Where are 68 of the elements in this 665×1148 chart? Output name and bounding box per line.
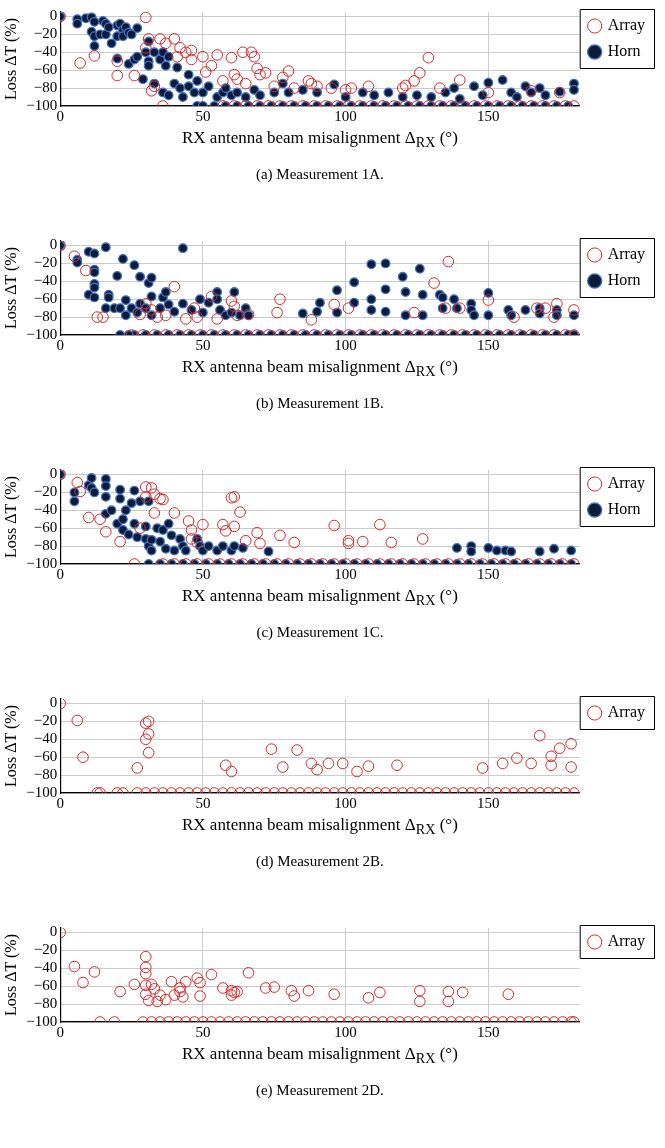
text: (b) Measurement 1B. — [254, 395, 385, 412]
y-tick-label: 0 — [49, 694, 58, 711]
y-tick-label: −40 — [33, 959, 58, 976]
text: (e) Measurement 2D. — [254, 1082, 385, 1099]
x-tick-label: 50 — [195, 794, 211, 811]
y-tick-label: −60 — [33, 290, 58, 307]
y-tick-label: −40 — [33, 272, 58, 289]
y-tick-label: 0 — [49, 236, 58, 253]
y-tick-label: −100 — [26, 554, 58, 571]
x-axis-title: RX antenna beam misalignment Δ$_{RX}$ (°) — [181, 357, 459, 381]
legend-label: Array — [607, 703, 645, 722]
x-tick-label: 100 — [334, 1023, 357, 1040]
y-tick-label: −80 — [33, 766, 58, 783]
y-tick-label: −80 — [33, 537, 58, 554]
text: (d) Measurement 2B. — [254, 853, 385, 870]
y-tick-label: −60 — [33, 519, 58, 536]
x-tick-label: 150 — [477, 565, 500, 582]
y-tick-label: −100 — [26, 1012, 58, 1029]
y-tick-label: −20 — [33, 941, 58, 958]
x-axis-title: RX antenna beam misalignment Δ$_{RX}$ (°) — [181, 1044, 459, 1068]
x-tick-label: 50 — [195, 336, 211, 353]
y-tick-label: −20 — [33, 712, 58, 729]
legend-label: Horn — [607, 42, 641, 60]
x-axis-title: RX antenna beam misalignment Δ$_{RX}$ (°) — [181, 128, 459, 152]
x-tick-label: 50 — [195, 107, 211, 124]
legend-label: Array — [607, 245, 645, 264]
y-tick-label: −40 — [33, 501, 58, 518]
y-tick-label: −20 — [33, 25, 58, 42]
x-tick-label: 150 — [477, 794, 500, 811]
y-tick-label: −80 — [33, 79, 58, 96]
legend-label: Horn — [607, 271, 641, 289]
y-tick-label: −40 — [33, 730, 58, 747]
y-tick-label: −40 — [33, 43, 58, 60]
y-axis-title: Loss ΔT (%) — [1, 247, 20, 329]
x-tick-label: 100 — [334, 107, 357, 124]
x-axis-title: RX antenna beam misalignment Δ$_{RX}$ (°) — [181, 586, 459, 610]
x-tick-label: 100 — [334, 794, 357, 811]
text: (a) Measurement 1A. — [254, 166, 385, 183]
y-tick-label: −20 — [33, 483, 58, 500]
x-tick-label: 100 — [334, 565, 357, 582]
y-tick-label: −60 — [33, 61, 58, 78]
legend-label: Horn — [607, 500, 641, 518]
x-tick-label: 100 — [334, 336, 357, 353]
y-tick-label: −60 — [33, 977, 58, 994]
y-axis-title: Loss ΔT (%) — [1, 705, 20, 787]
y-tick-label: −80 — [33, 308, 58, 325]
y-axis-title: Loss ΔT (%) — [1, 476, 20, 558]
legend-label: Array — [607, 16, 645, 35]
x-axis-title: RX antenna beam misalignment Δ$_{RX}$ (°) — [181, 815, 459, 839]
y-tick-label: −20 — [33, 254, 58, 271]
x-tick-label: 150 — [477, 1023, 500, 1040]
y-tick-label: 0 — [49, 923, 58, 940]
y-tick-label: −100 — [26, 325, 58, 342]
y-tick-label: −100 — [26, 783, 58, 800]
x-tick-label: 50 — [195, 1023, 211, 1040]
y-axis-title: Loss ΔT (%) — [1, 18, 20, 100]
y-axis-title: Loss ΔT (%) — [1, 934, 20, 1016]
y-tick-label: 0 — [49, 465, 58, 482]
y-tick-label: −100 — [26, 96, 58, 113]
y-tick-label: 0 — [49, 7, 58, 24]
x-tick-label: 150 — [477, 336, 500, 353]
x-tick-label: 150 — [477, 107, 500, 124]
y-tick-label: −60 — [33, 748, 58, 765]
legend-label: Array — [607, 474, 645, 493]
legend-label: Array — [607, 932, 645, 951]
y-tick-label: −80 — [33, 995, 58, 1012]
text: (c) Measurement 1C. — [255, 624, 385, 641]
x-tick-label: 50 — [195, 565, 211, 582]
